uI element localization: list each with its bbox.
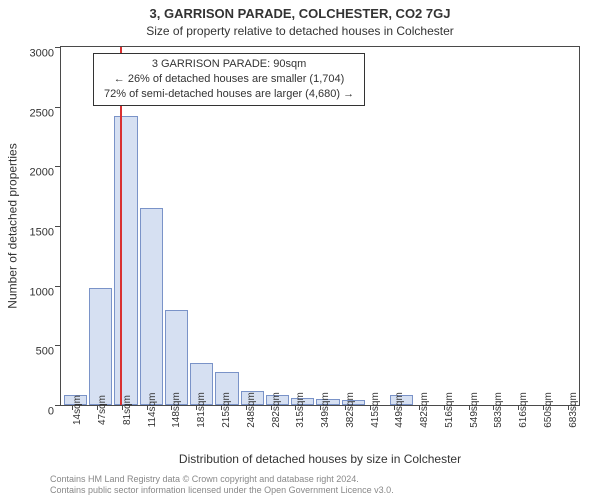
x-tick-label: 114sqm	[147, 393, 158, 428]
x-tick: 549sqm	[456, 406, 481, 456]
x-tick-label: 349sqm	[320, 392, 331, 428]
x-tick-label: 81sqm	[122, 395, 133, 425]
annotation-line1: 3 GARRISON PARADE: 90sqm	[104, 57, 354, 72]
chart-container: 3, GARRISON PARADE, COLCHESTER, CO2 7GJ …	[0, 0, 600, 500]
x-tick: 382sqm	[332, 406, 357, 456]
x-tick: 583sqm	[481, 406, 506, 456]
histogram-bar	[114, 116, 137, 405]
x-axis-label: Distribution of detached houses by size …	[60, 452, 580, 466]
histogram-bar	[140, 208, 163, 405]
x-tick: 616sqm	[506, 406, 531, 456]
x-tick: 415sqm	[357, 406, 382, 456]
histogram-bar	[165, 310, 188, 405]
footer-line1: Contains HM Land Registry data © Crown c…	[50, 474, 394, 485]
x-tick-label: 583sqm	[493, 392, 504, 428]
x-tick: 181sqm	[184, 406, 209, 456]
x-tick-label: 315sqm	[295, 392, 306, 428]
x-tick-label: 449sqm	[394, 392, 405, 428]
x-tick-label: 248sqm	[246, 392, 257, 428]
x-tick: 47sqm	[85, 406, 110, 456]
x-tick: 14sqm	[60, 406, 85, 456]
x-tick-label: 14sqm	[72, 395, 83, 425]
x-tick: 315sqm	[283, 406, 308, 456]
plot-area: 3 GARRISON PARADE: 90sqm ← 26% of detach…	[60, 46, 580, 406]
y-tick-label: 1500	[6, 228, 54, 239]
y-tick-label: 3000	[6, 49, 54, 60]
x-tick-label: 148sqm	[171, 392, 182, 428]
x-tick-label: 616sqm	[518, 392, 529, 428]
x-tick: 650sqm	[531, 406, 556, 456]
x-tick-label: 516sqm	[444, 392, 455, 428]
annotation-line3: 72% of semi-detached houses are larger (…	[104, 87, 354, 102]
x-tick: 81sqm	[110, 406, 135, 456]
y-tick-label: 2500	[6, 108, 54, 119]
attribution-footer: Contains HM Land Registry data © Crown c…	[50, 474, 394, 497]
x-tick-label: 650sqm	[543, 392, 554, 428]
annotation-box: 3 GARRISON PARADE: 90sqm ← 26% of detach…	[93, 53, 365, 106]
y-tick-label: 2000	[6, 168, 54, 179]
x-tick-label: 683sqm	[568, 392, 579, 428]
x-tick-label: 181sqm	[196, 392, 207, 428]
chart-subtitle: Size of property relative to detached ho…	[0, 24, 600, 38]
x-tick-label: 47sqm	[97, 395, 108, 425]
x-tick: 516sqm	[431, 406, 456, 456]
histogram-bar	[89, 288, 112, 405]
x-tick-label: 549sqm	[469, 392, 480, 428]
x-tick: 349sqm	[308, 406, 333, 456]
annotation-line2: ← 26% of detached houses are smaller (1,…	[104, 72, 354, 87]
x-tick-label: 382sqm	[345, 392, 356, 428]
x-tick-label: 282sqm	[271, 392, 282, 428]
x-tick-label: 415sqm	[370, 392, 381, 428]
x-tick: 683sqm	[555, 406, 580, 456]
chart-title: 3, GARRISON PARADE, COLCHESTER, CO2 7GJ	[0, 6, 600, 21]
x-tick: 248sqm	[233, 406, 258, 456]
x-tick: 148sqm	[159, 406, 184, 456]
x-tick: 282sqm	[258, 406, 283, 456]
x-tick: 449sqm	[382, 406, 407, 456]
x-tick: 114sqm	[134, 406, 159, 456]
x-axis: 14sqm47sqm81sqm114sqm148sqm181sqm215sqm2…	[60, 406, 580, 456]
x-tick: 482sqm	[407, 406, 432, 456]
y-axis: 050010001500200025003000	[0, 46, 60, 406]
y-tick-label: 500	[6, 347, 54, 358]
x-tick: 215sqm	[209, 406, 234, 456]
x-tick-label: 482sqm	[419, 392, 430, 428]
y-tick-label: 0	[6, 407, 54, 418]
footer-line2: Contains public sector information licen…	[50, 485, 394, 496]
x-tick-label: 215sqm	[221, 392, 232, 428]
y-tick-label: 1000	[6, 287, 54, 298]
